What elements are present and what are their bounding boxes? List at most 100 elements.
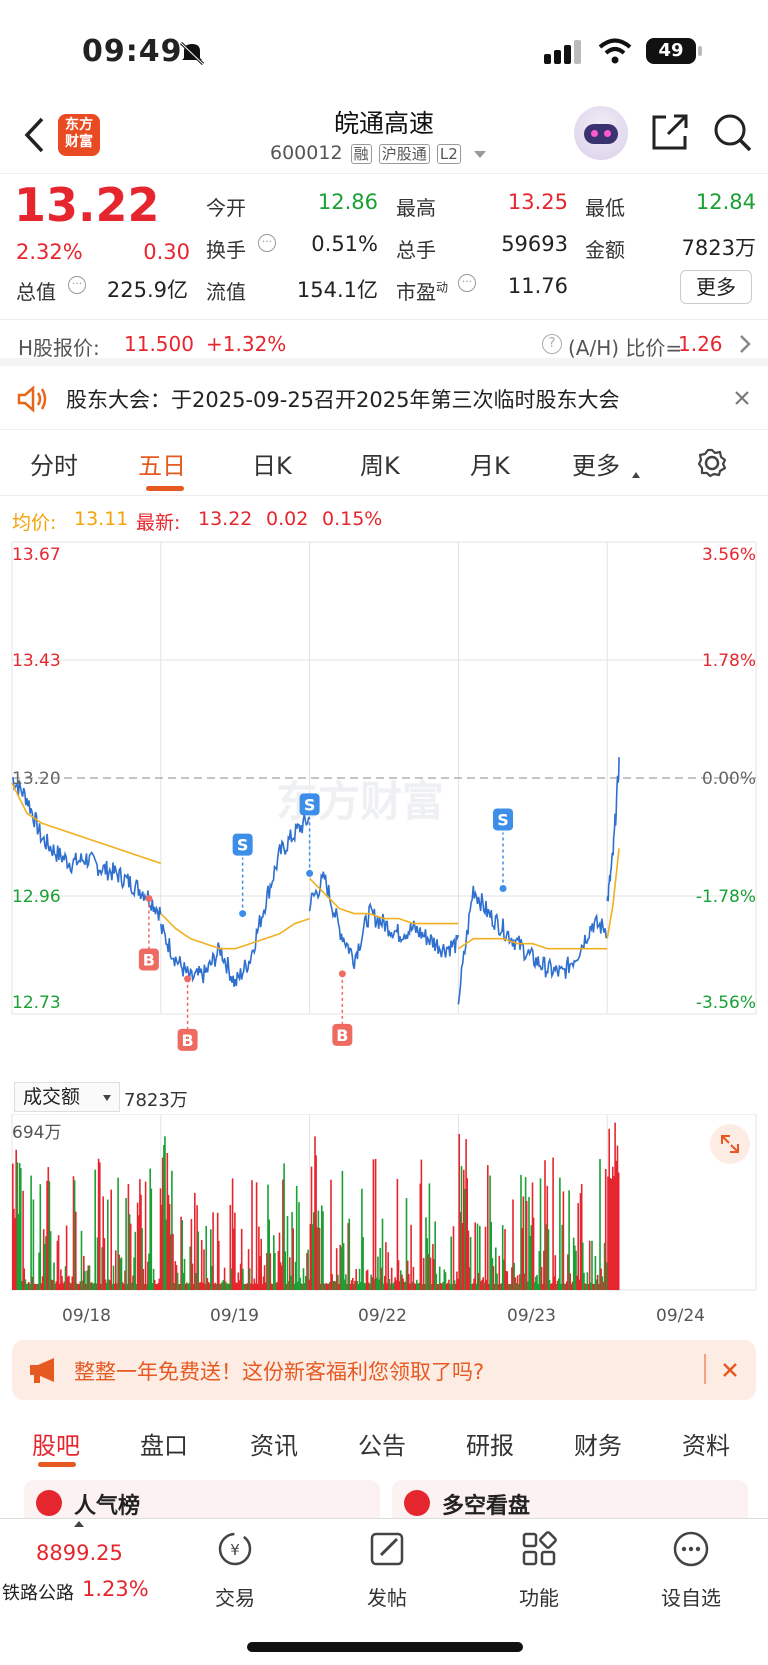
- volume-bar: [223, 1267, 226, 1290]
- ah-label: (A/H) 比价=: [568, 336, 683, 360]
- volume-bar: [167, 1195, 170, 1290]
- volume-bar: [77, 1284, 79, 1290]
- bull-bear-card[interactable]: 多空看盘: [392, 1480, 748, 1520]
- wifi-icon: [598, 38, 632, 64]
- back-icon[interactable]: [22, 116, 46, 154]
- volume-panel[interactable]: 成交额 7823万 694万: [0, 1080, 768, 1330]
- tab-profile[interactable]: 资料: [682, 1432, 730, 1460]
- volume-bar: [69, 1282, 71, 1290]
- features-button[interactable]: 功能: [484, 1529, 594, 1611]
- volume-bar: [203, 1249, 205, 1290]
- volume-bar: [553, 1276, 555, 1290]
- stock-title: 皖通高速: [333, 109, 434, 138]
- post-label: 发帖: [367, 1586, 407, 1610]
- volume-bar: [267, 1184, 269, 1290]
- volume-bar: [83, 1255, 85, 1290]
- dropdown-caret-icon: [473, 151, 486, 158]
- close-icon[interactable]: [722, 1362, 738, 1378]
- volume-bar: [192, 1283, 195, 1290]
- volume-bar: [259, 1256, 261, 1290]
- help-icon[interactable]: ?: [542, 334, 562, 354]
- volume-bar: [365, 1270, 368, 1290]
- volume-bar: [166, 1153, 169, 1290]
- stock-code-row[interactable]: 600012 融 沪股通 L2: [270, 142, 510, 168]
- volume-bar: [586, 1272, 589, 1290]
- volume-bar: [133, 1257, 135, 1290]
- volume-bar: [384, 1275, 386, 1290]
- info-icon[interactable]: ···: [458, 274, 476, 292]
- tab-forum[interactable]: 股吧: [32, 1432, 80, 1460]
- index-ticker[interactable]: 8899.25 铁路公路 1.23%: [0, 1519, 160, 1619]
- volume-bar: [465, 1139, 467, 1290]
- tab-monthly-k[interactable]: 月K: [470, 452, 510, 480]
- volume-bar: [155, 1284, 157, 1290]
- close-icon[interactable]: [734, 390, 750, 406]
- search-icon[interactable]: [712, 112, 754, 154]
- share-icon[interactable]: [650, 112, 690, 152]
- volume-bar: [574, 1245, 576, 1290]
- volume-bar: [343, 1279, 346, 1290]
- volume-selector[interactable]: 成交额: [14, 1082, 120, 1112]
- volume-bar: [109, 1280, 111, 1290]
- volume-bar: [40, 1283, 43, 1290]
- tab-weekly-k[interactable]: 周K: [360, 452, 400, 480]
- robot-avatar-icon[interactable]: [574, 106, 628, 160]
- expand-icon[interactable]: [710, 1124, 750, 1164]
- tab-announcements[interactable]: 公告: [358, 1432, 406, 1460]
- promo-banner[interactable]: 整整一年免费送！这份新客福利您领取了吗?: [12, 1340, 756, 1400]
- volume-bar: [306, 1253, 308, 1290]
- tab-research[interactable]: 研报: [466, 1432, 514, 1460]
- badge-margin: 融: [350, 144, 372, 164]
- volume-bar: [279, 1262, 282, 1290]
- tab-daily-k[interactable]: 日K: [252, 452, 292, 480]
- info-icon[interactable]: ···: [68, 276, 86, 294]
- tab-orderbook[interactable]: 盘口: [140, 1432, 188, 1460]
- volume-bar: [521, 1228, 523, 1290]
- more-button[interactable]: 更多: [680, 270, 752, 304]
- volume-bar: [430, 1283, 433, 1290]
- low-value: 12.84: [695, 190, 756, 214]
- volume-bar: [481, 1279, 483, 1290]
- volume-bar: [373, 1278, 376, 1290]
- volume-bar: [81, 1280, 84, 1290]
- active-tab-indicator: [146, 486, 184, 491]
- post-button[interactable]: 发帖: [332, 1529, 442, 1611]
- volume-bar: [32, 1199, 35, 1290]
- volume-chart-svg[interactable]: [0, 1114, 768, 1330]
- volume-bar: [199, 1282, 202, 1290]
- volume-bar: [127, 1184, 130, 1290]
- volume-bar: [487, 1165, 489, 1290]
- notice-bar[interactable]: 股东大会：于2025-09-25召开2025年第三次临时股东大会: [0, 368, 768, 430]
- volume-bar: [45, 1236, 47, 1290]
- hshare-row[interactable]: H股报价: 11.500 +1.32% ? (A/H) 比价= 1.26: [0, 322, 768, 366]
- tab-five-day[interactable]: 五日: [138, 452, 186, 480]
- add-watchlist-button[interactable]: 设自选: [636, 1529, 746, 1611]
- volume-bar: [398, 1281, 401, 1290]
- volume-bar: [456, 1271, 458, 1290]
- volume-bar: [561, 1224, 563, 1290]
- tab-financials[interactable]: 财务: [574, 1432, 622, 1460]
- volume-bar: [266, 1252, 268, 1290]
- volume-bar: [363, 1282, 365, 1290]
- volume-bar: [72, 1176, 75, 1290]
- volume-bar: [543, 1250, 545, 1290]
- volume-bar: [85, 1284, 87, 1290]
- volume-bar: [402, 1278, 404, 1290]
- volume-bar: [464, 1189, 466, 1290]
- tab-news[interactable]: 资讯: [250, 1432, 298, 1460]
- volume-bar: [406, 1260, 409, 1290]
- info-icon[interactable]: ···: [258, 234, 276, 252]
- volume-bar: [444, 1272, 447, 1290]
- chevron-right-icon: [740, 335, 751, 353]
- popularity-card[interactable]: 人气榜: [24, 1480, 380, 1520]
- volume-bar: [331, 1274, 333, 1290]
- tab-more[interactable]: 更多: [572, 452, 620, 480]
- volume-bar: [55, 1281, 58, 1290]
- settings-icon[interactable]: [697, 448, 727, 478]
- tab-timeshare[interactable]: 分时: [30, 452, 78, 480]
- volume-bar: [84, 1270, 86, 1290]
- volume-bar: [283, 1163, 285, 1290]
- trade-button[interactable]: ¥ 交易: [180, 1529, 290, 1611]
